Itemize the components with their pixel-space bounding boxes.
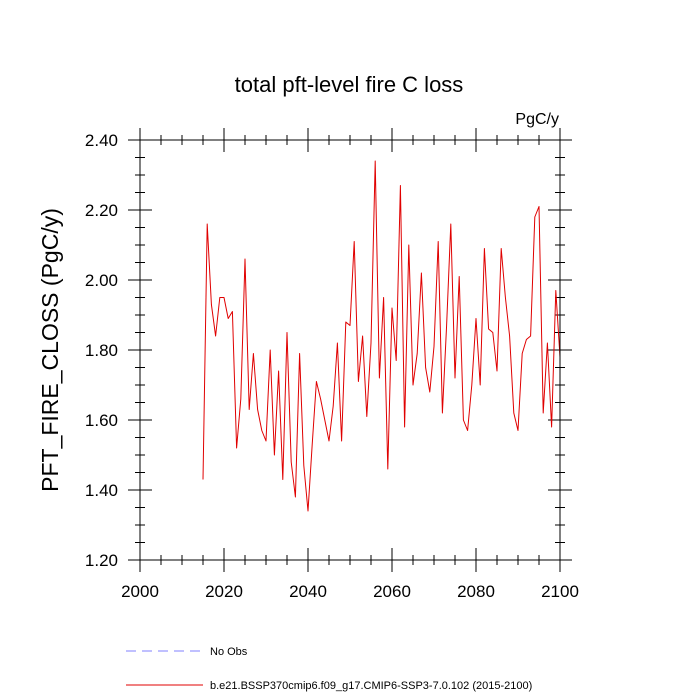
major-ticks	[128, 128, 572, 572]
minor-ticks	[135, 135, 565, 565]
x-tick-labels: 2000 2020 2040 2060 2080 2100	[121, 582, 579, 601]
legend-label: b.e21.BSSP370cmip6.f09_g17.CMIP6-SSP3-7.…	[210, 680, 532, 692]
x-tick-label: 2040	[289, 582, 327, 601]
x-tick-label: 2000	[121, 582, 159, 601]
y-tick-label: 2.20	[85, 201, 118, 220]
y-tick-label: 1.60	[85, 411, 118, 430]
series-group	[202, 160, 561, 512]
x-tick-label: 2100	[541, 582, 579, 601]
series-line	[202, 160, 561, 512]
y-tick-label: 2.00	[85, 271, 118, 290]
y-tick-labels: 1.20 1.40 1.60 1.80 2.00 2.20 2.40	[85, 131, 118, 570]
legend: No Obs b.e21.BSSP370cmip6.f09_g17.CMIP6-S…	[126, 646, 532, 692]
y-tick-label: 1.40	[85, 481, 118, 500]
x-tick-label: 2060	[373, 582, 411, 601]
legend-label: No Obs	[210, 646, 248, 658]
plot-frame	[139, 139, 561, 561]
units-label: PgC/y	[515, 111, 559, 128]
x-tick-label: 2080	[457, 582, 495, 601]
x-tick-label: 2020	[205, 582, 243, 601]
y-tick-label: 1.20	[85, 551, 118, 570]
y-tick-label: 2.40	[85, 131, 118, 150]
chart-title: total pft-level fire C loss	[235, 72, 464, 97]
y-axis-label: PFT_FIRE_CLOSS (PgC/y)	[37, 208, 63, 492]
y-tick-label: 1.80	[85, 341, 118, 360]
